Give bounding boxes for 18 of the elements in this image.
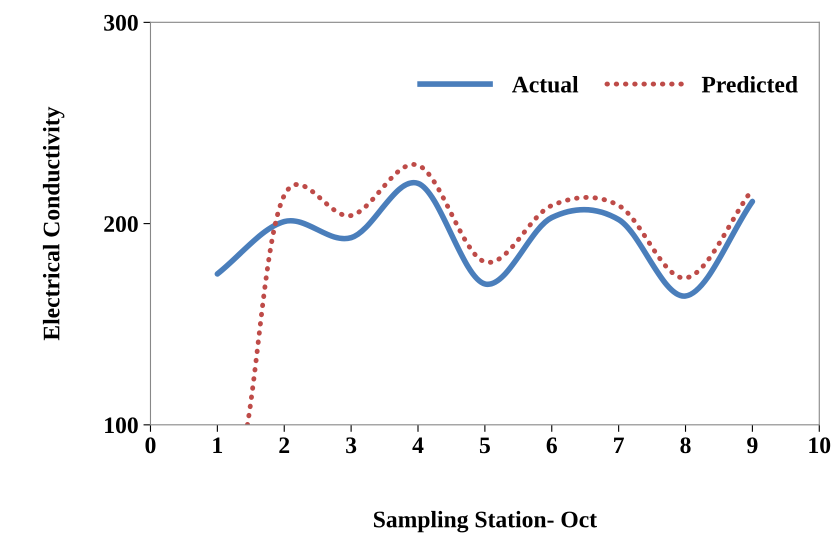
legend-label: Actual (512, 76, 578, 93)
y-tick-label: 300 (104, 14, 138, 31)
x-axis-title: Sampling Station- Oct (374, 510, 597, 532)
x-tick-label: 5 (480, 438, 490, 454)
x-tick-label: 4 (412, 437, 424, 454)
x-tick-label: 9 (747, 437, 758, 454)
legend-label: Predicted (702, 76, 798, 93)
x-tick-label: 0 (145, 437, 156, 454)
y-axis-title: Electrical Conductivity (42, 106, 64, 340)
x-tick-label: 10 (809, 437, 830, 454)
x-tick-label: 1 (213, 437, 222, 454)
x-tick-label: 8 (680, 437, 691, 454)
x-tick-label: 6 (546, 437, 557, 454)
x-tick-label: 3 (346, 437, 356, 454)
x-tick-label: 2 (279, 437, 290, 454)
y-tick-label: 200 (104, 216, 138, 232)
x-tick-label: 7 (614, 438, 624, 454)
y-tick-label: 100 (105, 417, 138, 434)
